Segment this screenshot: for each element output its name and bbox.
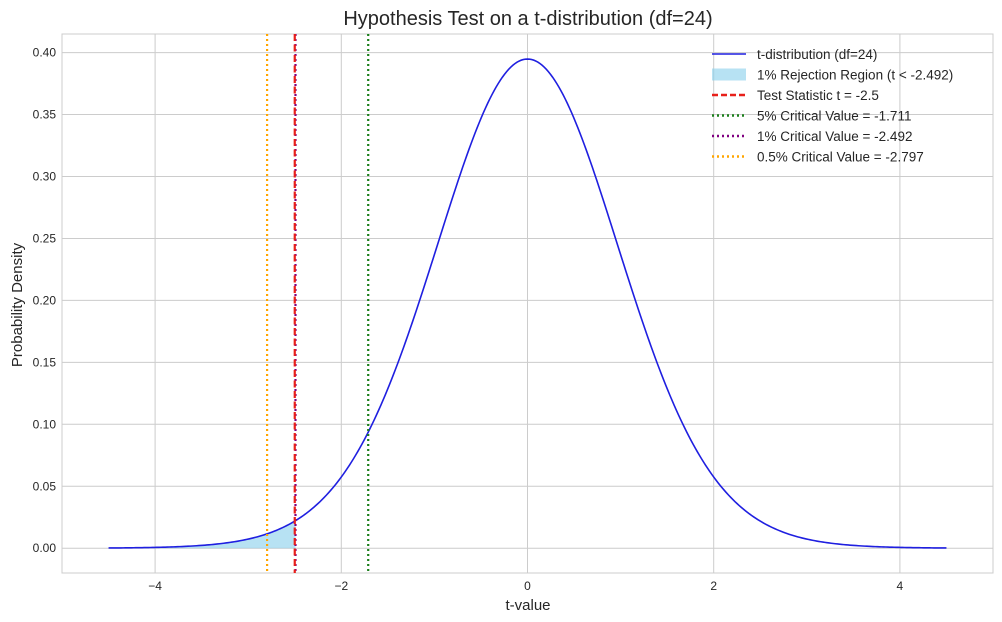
y-tick-label: 0.05 [33,479,57,493]
y-axis-label: Probability Density [9,242,26,367]
legend-label: 5% Critical Value = -1.711 [757,109,911,124]
x-tick-label: −4 [148,579,162,593]
y-tick-label: 0.15 [33,355,57,369]
legend-label: t-distribution (df=24) [757,47,877,62]
y-tick-label: 0.40 [33,46,57,60]
y-tick-label: 0.25 [33,231,57,245]
legend-label: 1% Critical Value = -2.492 [757,129,912,144]
x-tick-label: 2 [710,579,717,593]
legend-label: 1% Rejection Region (t < -2.492) [757,68,953,83]
tick-labels: −4 −2 0 2 4 0.00 0.05 0.10 0.15 0.20 0.25 0.30 0.35 0… [33,46,904,593]
x-tick-label: −2 [334,579,348,593]
legend-label: Test Statistic t = -2.5 [757,88,879,103]
x-tick-label: 4 [897,579,904,593]
curve-layer [108,58,947,549]
y-tick-label: 0.00 [33,541,57,555]
y-tick-label: 0.20 [33,293,57,307]
y-tick-label: 0.35 [33,108,57,122]
x-axis-label: t-value [505,597,550,614]
legend-swatch [712,68,746,81]
rejection-region-layer [108,520,296,549]
rejection-region [108,520,296,549]
vertical-lines-layer [265,34,370,573]
y-tick-label: 0.30 [33,169,57,183]
legend-label: 0.5% Critical Value = -2.797 [757,150,924,165]
y-tick-label: 0.10 [33,417,57,431]
legend: t-distribution (df=24) 1% Rejection Regio… [712,47,953,165]
x-tick-label: 0 [524,579,531,593]
density-curve [108,58,947,549]
chart-title: Hypothesis Test on a t-distribution (df=… [343,8,712,30]
